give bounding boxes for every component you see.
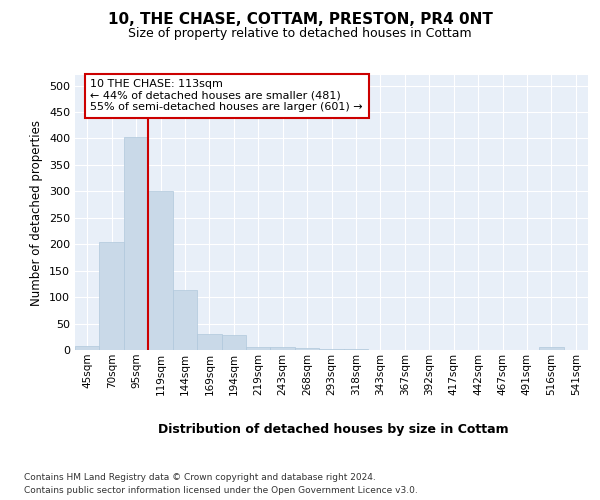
Bar: [221, 335, 246, 350]
Text: 10, THE CHASE, COTTAM, PRESTON, PR4 0NT: 10, THE CHASE, COTTAM, PRESTON, PR4 0NT: [107, 12, 493, 28]
Bar: [124, 137, 148, 350]
Bar: [100, 242, 124, 350]
Text: Distribution of detached houses by size in Cottam: Distribution of detached houses by size …: [158, 422, 508, 436]
Bar: [539, 348, 563, 350]
Bar: [246, 347, 271, 350]
Bar: [197, 334, 221, 350]
Bar: [148, 191, 173, 350]
Bar: [173, 290, 197, 350]
Text: Contains public sector information licensed under the Open Government Licence v3: Contains public sector information licen…: [24, 486, 418, 495]
Y-axis label: Number of detached properties: Number of detached properties: [31, 120, 43, 306]
Text: Contains HM Land Registry data © Crown copyright and database right 2024.: Contains HM Land Registry data © Crown c…: [24, 472, 376, 482]
Text: Size of property relative to detached houses in Cottam: Size of property relative to detached ho…: [128, 28, 472, 40]
Text: 10 THE CHASE: 113sqm
← 44% of detached houses are smaller (481)
55% of semi-deta: 10 THE CHASE: 113sqm ← 44% of detached h…: [91, 79, 363, 112]
Bar: [75, 346, 100, 350]
Bar: [271, 348, 295, 350]
Bar: [295, 348, 319, 350]
